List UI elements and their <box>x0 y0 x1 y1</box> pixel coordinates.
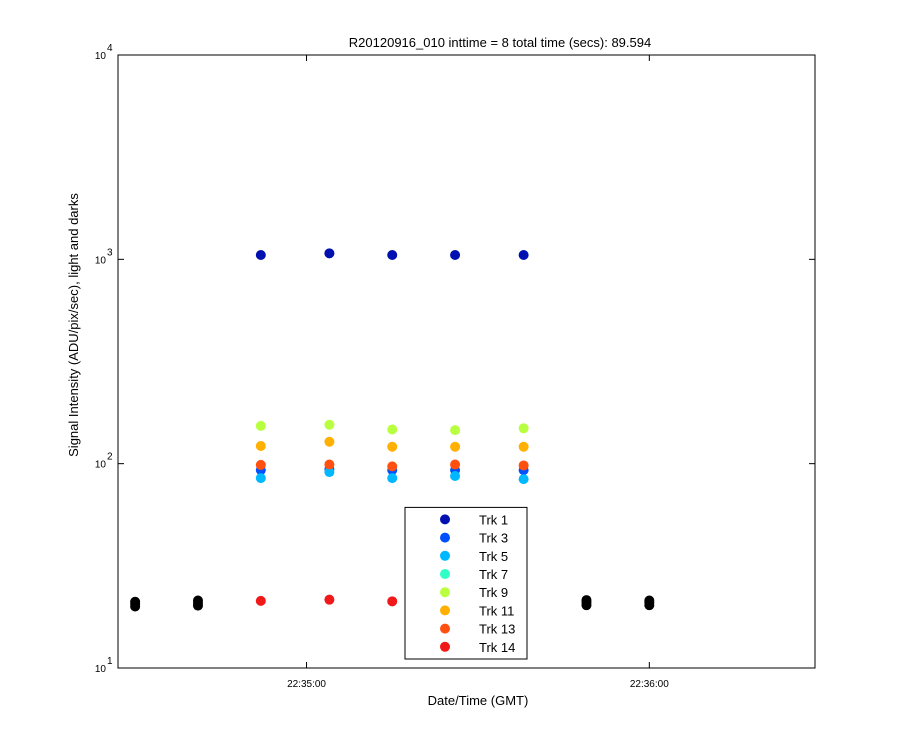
point <box>324 459 335 470</box>
point <box>387 424 398 435</box>
y-axis-label: Signal Intensity (ADU/pix/sec), light an… <box>66 193 81 457</box>
point <box>255 441 266 452</box>
point <box>324 419 335 430</box>
legend-label: Trk 7 <box>479 567 508 582</box>
x-axis-label: Date/Time (GMT) <box>428 693 529 708</box>
y-tick-label: 10 <box>95 460 107 471</box>
point <box>450 441 461 452</box>
point <box>255 595 266 606</box>
y-tick-exponent: 1 <box>107 656 113 667</box>
point <box>192 595 203 606</box>
point <box>581 595 592 606</box>
point <box>255 459 266 470</box>
point <box>324 594 335 605</box>
y-tick-label: 10 <box>95 51 107 62</box>
legend-marker <box>440 641 450 652</box>
chart-title: R20120916_010 inttime = 8 total time (se… <box>349 35 651 50</box>
point <box>324 248 335 259</box>
point <box>518 441 529 452</box>
legend-label: Trk 1 <box>479 512 508 527</box>
point <box>324 467 335 478</box>
y-tick-exponent: 4 <box>107 43 113 54</box>
legend-box <box>404 506 528 660</box>
point <box>518 460 529 471</box>
point <box>130 596 141 607</box>
legend-label: Trk 5 <box>479 549 508 564</box>
point <box>387 596 398 607</box>
point <box>644 595 655 606</box>
point <box>387 473 398 484</box>
legend-marker <box>440 514 450 525</box>
y-tick-label: 10 <box>95 664 107 675</box>
point <box>518 474 529 485</box>
legend-marker <box>440 623 450 634</box>
point <box>450 425 461 436</box>
legend-marker <box>440 550 450 561</box>
point <box>450 459 461 470</box>
point <box>387 461 398 472</box>
x-tick-label: 22:36:00 <box>630 679 669 690</box>
legend-marker <box>440 532 450 543</box>
point <box>518 423 529 434</box>
point <box>324 436 335 447</box>
plot-area <box>117 54 816 669</box>
point <box>450 471 461 482</box>
x-tick-label: 22:35:00 <box>287 679 326 690</box>
legend-label: Trk 13 <box>479 622 515 637</box>
legend-label: Trk 3 <box>479 531 508 546</box>
point <box>255 250 266 261</box>
point <box>450 250 461 261</box>
y-tick-label: 10 <box>95 255 107 266</box>
legend: Trk 1 Trk 3 Trk 5 Trk 7 Trk 9 Trk 11 Trk 13 Trk… <box>404 506 528 660</box>
point <box>255 420 266 431</box>
legend-marker <box>440 605 450 616</box>
legend-marker <box>440 587 450 598</box>
legend-label: Trk 9 <box>479 585 508 600</box>
point <box>255 473 266 484</box>
y-tick-exponent: 2 <box>107 452 113 463</box>
point <box>387 250 398 261</box>
legend-marker <box>440 569 450 579</box>
point <box>387 441 398 452</box>
point <box>518 250 529 261</box>
legend-label: Trk 14 <box>479 640 515 655</box>
legend-label: Trk 11 <box>479 603 514 618</box>
y-tick-exponent: 3 <box>107 247 113 258</box>
